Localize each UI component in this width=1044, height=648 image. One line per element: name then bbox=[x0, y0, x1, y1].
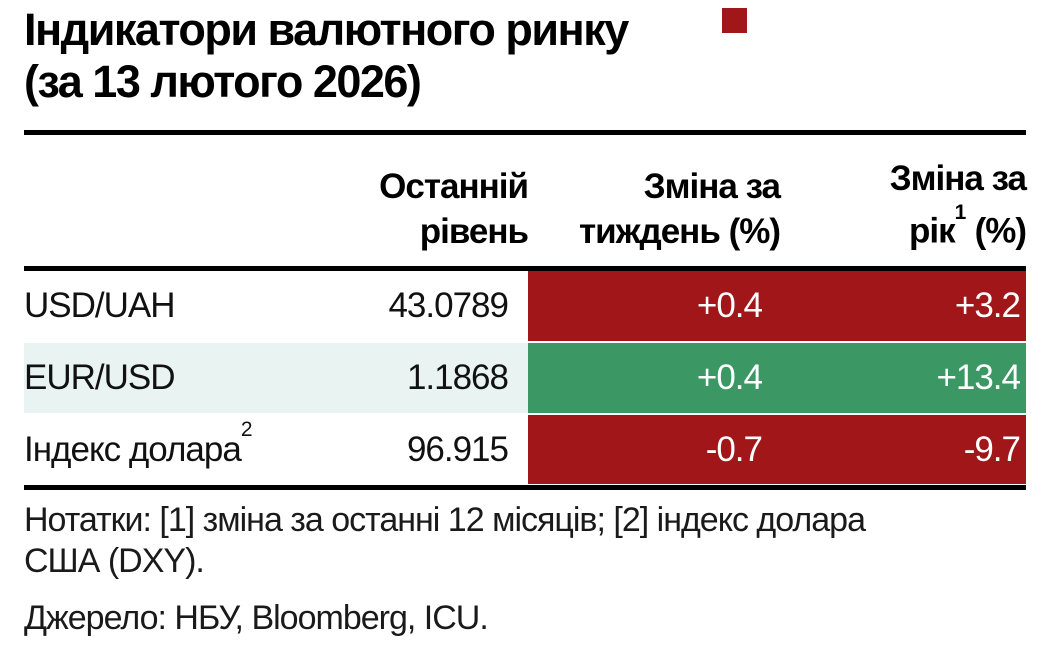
row-label: EUR/USD bbox=[24, 358, 176, 397]
footnote-ref-1: 1 bbox=[954, 200, 967, 224]
row-week-change: +0.4 bbox=[696, 286, 763, 325]
row-level-value: 1.1868 bbox=[406, 358, 509, 397]
header-divider bbox=[24, 266, 1026, 271]
row-year-change: +13.4 bbox=[936, 358, 1021, 397]
column-header-level: Останній рівень bbox=[379, 167, 529, 251]
footnote-ref-2: 2 bbox=[240, 418, 253, 442]
source-text: Джерело: НБУ, Bloomberg, ICU. bbox=[24, 599, 489, 637]
row-week-change: -0.7 bbox=[705, 429, 763, 469]
table-header-row: Останній рівень Зміна за тиждень (%) Змі… bbox=[24, 150, 1027, 254]
notes-line-1: Нотатки: [1] зміна за останні 12 місяців… bbox=[24, 501, 866, 539]
row-label: Індекс долара2 bbox=[24, 418, 253, 469]
notes-line-2: США (DXY). bbox=[24, 542, 205, 580]
page-title: Індикатори валютного ринку (за 13 лютого… bbox=[24, 4, 724, 108]
row-week-change: +0.4 bbox=[696, 358, 763, 397]
table-row-usduah: USD/UAH 43.0789 +0.4 +3.2 bbox=[24, 271, 1026, 341]
row-level-value: 96.915 bbox=[406, 429, 509, 469]
table-body: USD/UAH 43.0789 +0.4 +3.2 EUR/USD 1.1868… bbox=[24, 271, 1026, 484]
notes-text: Нотатки: [1] зміна за останні 12 місяців… bbox=[24, 500, 1004, 582]
column-header-year-change: Зміна за рік1 (%) bbox=[889, 159, 1027, 251]
row-year-change: +3.2 bbox=[954, 286, 1021, 325]
page-title-line-2: (за 13 лютого 2026) bbox=[24, 56, 422, 107]
red-square-marker bbox=[722, 8, 747, 33]
column-header-week-change: Зміна за тиждень (%) bbox=[579, 167, 781, 251]
table-row-dxy: Індекс долара2 96.915 -0.7 -9.7 bbox=[24, 415, 1026, 484]
table-row-eurusd: EUR/USD 1.1868 +0.4 +13.4 bbox=[24, 343, 1026, 413]
title-divider bbox=[24, 130, 1026, 135]
table-bottom-divider bbox=[24, 485, 1026, 490]
row-label: USD/UAH bbox=[24, 286, 176, 325]
row-year-change: -9.7 bbox=[963, 429, 1021, 469]
row-level-value: 43.0789 bbox=[388, 286, 509, 325]
page-title-line-1: Індикатори валютного ринку bbox=[24, 4, 629, 55]
